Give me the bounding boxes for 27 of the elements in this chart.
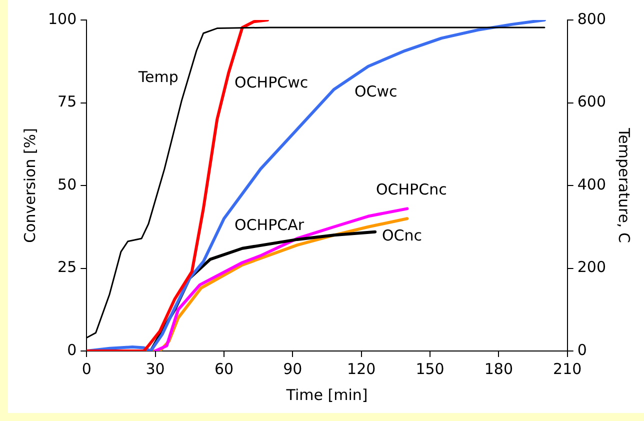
x-tick-label: 60 — [214, 360, 234, 378]
y-tick-label: 100 — [48, 10, 77, 28]
series-label: OCHPCnc — [376, 180, 447, 198]
x-tick-label: 30 — [146, 360, 165, 378]
series-label: OCHPCAr — [234, 216, 305, 234]
x-axis-title: Time [min] — [285, 386, 368, 404]
x-tick-label: 150 — [416, 360, 444, 378]
series-label: Temp — [137, 68, 178, 86]
x-tick-label: 120 — [347, 360, 376, 378]
x-tick-label: 0 — [82, 360, 92, 378]
series-label: OCHPCwc — [234, 73, 308, 92]
x-tick-label: 90 — [283, 360, 302, 378]
y-tick-label: 0 — [67, 340, 77, 359]
y2-tick-label: 0 — [577, 340, 587, 359]
series-label: OCwc — [354, 82, 398, 101]
y2-tick-label: 800 — [577, 10, 606, 28]
y2-tick-label: 400 — [577, 175, 606, 194]
y-tick-label: 50 — [58, 175, 77, 194]
y-axis-title: Conversion [%] — [20, 128, 39, 243]
y-tick-label: 75 — [58, 92, 77, 111]
series-label: OCnc — [382, 226, 422, 245]
y2-tick-label: 600 — [577, 92, 606, 111]
x-tick-label: 180 — [484, 360, 514, 378]
y2-tick-label: 200 — [577, 258, 606, 276]
x-tick-label: 210 — [553, 360, 582, 378]
y2-axis-title: Temperature, C — [615, 126, 634, 244]
y-tick-label: 25 — [58, 258, 77, 276]
